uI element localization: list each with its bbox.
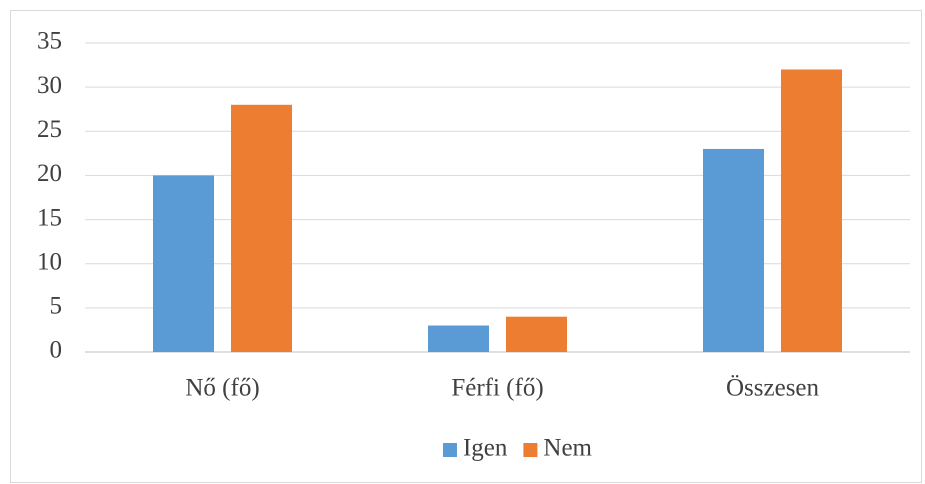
y-tick-label: 35 (37, 28, 62, 55)
x-tick-label: Férfi (fő) (451, 375, 543, 402)
bar (428, 325, 489, 352)
y-tick-label: 5 (50, 293, 63, 320)
bar (506, 316, 567, 352)
bar (231, 104, 292, 352)
bar (703, 148, 764, 352)
legend-label: Nem (543, 435, 592, 462)
y-tick-label: 30 (37, 72, 62, 99)
legend-label: Igen (463, 435, 508, 462)
legend-swatch (442, 443, 457, 457)
legend-swatch (523, 443, 538, 457)
y-tick-label: 20 (37, 160, 62, 187)
y-tick-label: 10 (37, 248, 62, 275)
y-tick-label: 0 (50, 337, 63, 364)
x-tick-label: Összesen (726, 375, 820, 402)
legend: Igen Nem (442, 435, 593, 462)
x-tick-label: Nő (fő) (185, 375, 259, 402)
bar (781, 69, 842, 352)
y-tick-label: 15 (37, 204, 62, 231)
y-tick-label: 25 (37, 116, 62, 143)
bar (153, 175, 214, 352)
